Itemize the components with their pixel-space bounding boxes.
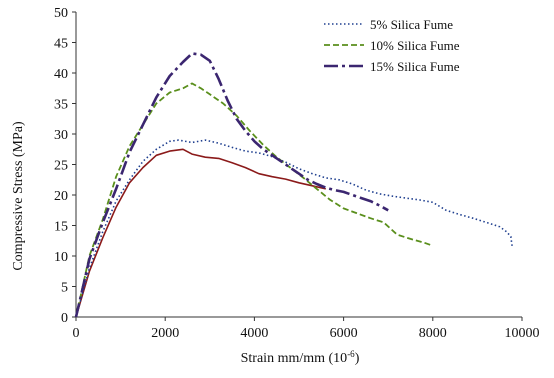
series-lines — [74, 52, 513, 318]
y-tick-label: 35 — [54, 98, 68, 113]
y-tick-label: 45 — [54, 37, 68, 52]
series-line-unlabeled — [75, 148, 326, 318]
x-tick-label: 0 — [73, 326, 80, 341]
y-tick-label: 50 — [54, 6, 68, 21]
x-tick-label: 2000 — [151, 326, 179, 341]
x-axis-title: Strain mm/mm (10-6) — [241, 349, 360, 366]
y-tick-label: 10 — [54, 250, 68, 265]
series-line-5-silica-fume — [75, 139, 513, 318]
legend-label: 5% Silica Fume — [370, 17, 453, 32]
y-tick-label: 5 — [61, 281, 68, 296]
series-line-15-silica-fume — [74, 52, 389, 318]
y-tick-label: 20 — [54, 189, 68, 204]
legend-label: 15% Silica Fume — [370, 59, 460, 74]
x-tick-label: 4000 — [240, 326, 268, 341]
axes: 0 5 10 15 20 25 30 35 40 45 50 0 2000 4000 6000 8000 100… — [54, 6, 540, 341]
x-tick-label: 6000 — [330, 326, 358, 341]
y-axis-title: Compressive Stress (MPa) — [11, 121, 26, 271]
y-tick-label: 30 — [54, 128, 68, 143]
y-tick-label: 40 — [54, 67, 68, 82]
series-line-10-silica-fume — [75, 82, 431, 318]
y-tick-label: 15 — [54, 220, 68, 235]
y-tick-label: 25 — [54, 159, 68, 174]
x-tick-label: 10000 — [505, 326, 540, 341]
x-tick-label: 8000 — [419, 326, 447, 341]
y-tick-label: 0 — [61, 311, 68, 326]
legend-label: 10% Silica Fume — [370, 38, 460, 53]
legend: 5% Silica Fume 10% Silica Fume 15% Silica … — [324, 17, 460, 74]
